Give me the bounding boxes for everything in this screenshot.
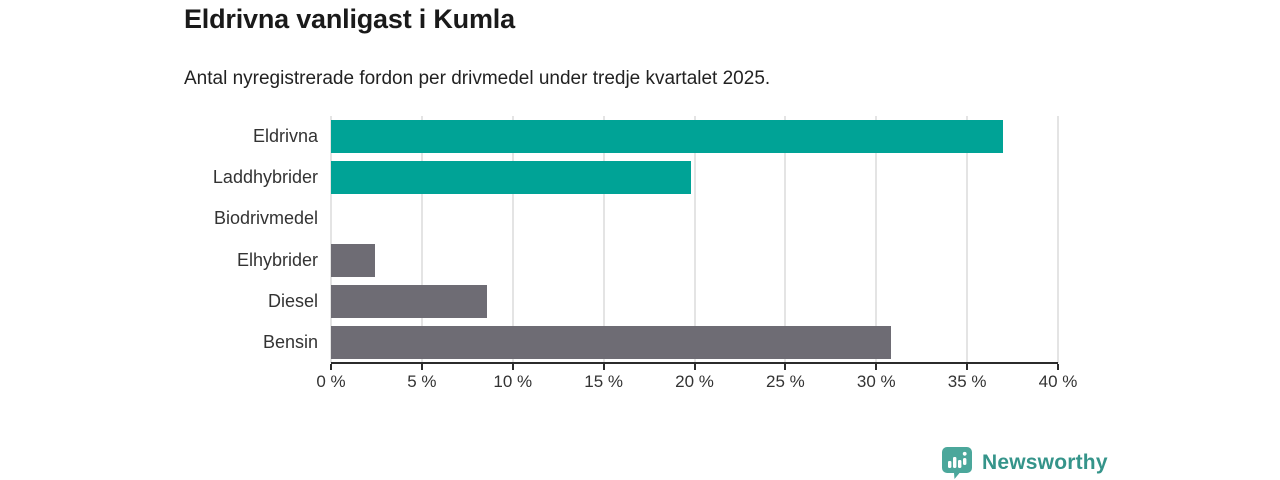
y-axis-category-labels: Eldrivna Laddhybrider Biodrivmedel Elhybrid… — [60, 116, 318, 363]
category-label: Elhybrider — [236, 249, 318, 270]
gridline — [693, 116, 696, 363]
bar-row — [331, 157, 1058, 198]
category-label: Bensin — [262, 331, 318, 352]
x-tick-label: 25 % — [766, 372, 805, 391]
x-axis-tick-labels: 0 % 5 % 10 % 15 % 20 % 25 % 30 % 35 % 40 % — [316, 372, 1077, 396]
x-tick-mark — [1057, 364, 1059, 370]
category-label: Laddhybrider — [212, 167, 318, 188]
gridline — [966, 116, 969, 363]
bar-chart-plot-area — [330, 116, 1059, 363]
category-label: Biodrivmedel — [213, 208, 318, 229]
gridline — [875, 116, 878, 363]
category-label: Diesel — [267, 290, 318, 311]
brand-name: Newsworthy — [982, 451, 1108, 474]
chart-subtitle: Antal nyregistrerade fordon per drivmede… — [184, 68, 771, 89]
x-tick-label: 5 % — [407, 372, 437, 391]
bar-row — [331, 281, 1058, 322]
gridline — [602, 116, 605, 363]
x-tick-label: 35 % — [947, 372, 987, 391]
x-tick-mark — [966, 364, 969, 370]
bar-row — [331, 116, 1058, 157]
gridline — [330, 116, 332, 363]
x-axis-line — [330, 362, 1059, 370]
category-label: Eldrivna — [252, 126, 318, 147]
gridline — [511, 116, 514, 363]
x-tick-mark — [602, 364, 605, 370]
x-tick-label: 15 % — [584, 372, 623, 391]
x-tick-label: 30 % — [856, 372, 896, 391]
gridline — [1057, 116, 1059, 363]
chart-title: Eldrivna vanligast i Kumla — [184, 4, 515, 34]
x-tick-label: 20 % — [675, 372, 714, 391]
bar-rows — [331, 116, 1058, 363]
x-tick-mark — [875, 364, 878, 370]
brand-footer: Newsworthy — [941, 446, 1108, 480]
bar-row — [331, 240, 1058, 281]
bar-row — [331, 198, 1058, 239]
bar-diesel — [331, 284, 488, 318]
x-tick-label: 10 % — [493, 372, 533, 391]
gridline — [420, 116, 423, 363]
bar-row — [331, 322, 1058, 363]
x-tick-mark — [784, 364, 787, 370]
gridline — [784, 116, 787, 363]
x-tick-label: 0 % — [316, 372, 346, 391]
newsworthy-logo-icon — [942, 447, 972, 479]
x-tick-mark — [330, 364, 332, 370]
bar-eldrivna — [331, 120, 1004, 154]
x-tick-mark — [420, 364, 423, 370]
bar-laddhybrider — [331, 161, 691, 195]
x-tick-label: 40 % — [1038, 372, 1078, 391]
x-tick-mark — [511, 364, 514, 370]
x-tick-mark — [693, 364, 696, 370]
bar-elhybrider — [331, 243, 375, 277]
bar-bensin — [331, 325, 891, 359]
